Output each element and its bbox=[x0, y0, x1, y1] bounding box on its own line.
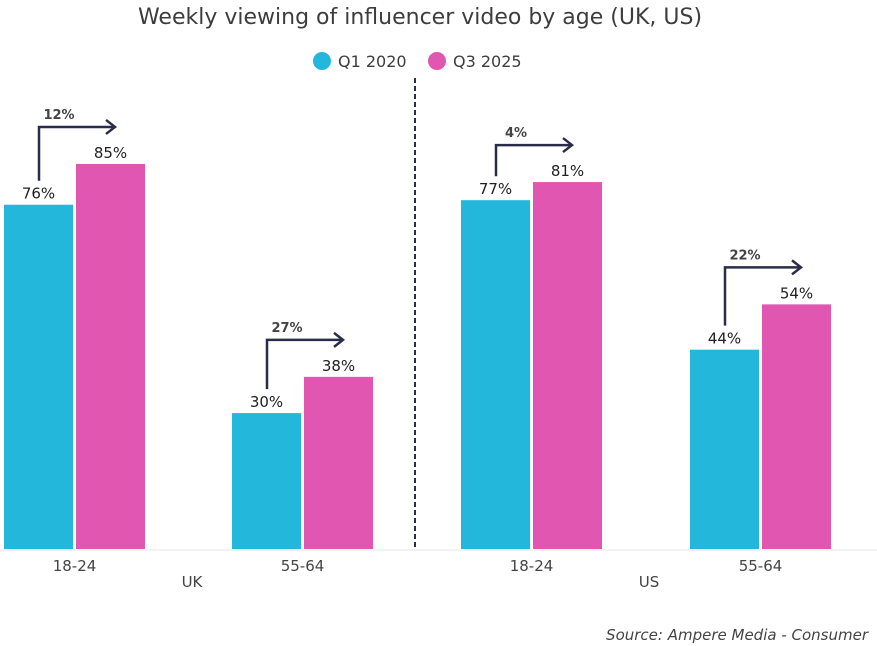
value-label-1-1: 38% bbox=[322, 357, 355, 375]
change-arrow-head-2 bbox=[562, 137, 575, 154]
chart-title: Weekly viewing of influencer video by ag… bbox=[138, 5, 702, 30]
bar-2-1 bbox=[533, 182, 602, 549]
value-label-2-1: 81% bbox=[551, 162, 584, 180]
change-arrows: 12% 27% 4% 22% bbox=[37, 108, 804, 390]
change-label-3: 22% bbox=[729, 248, 760, 263]
value-label-3-1: 54% bbox=[780, 284, 813, 302]
tick-label-2: 18-24 bbox=[510, 557, 554, 575]
value-label-2-0: 77% bbox=[479, 180, 512, 198]
legend-marker-0 bbox=[313, 52, 331, 70]
change-arrow-head-1 bbox=[333, 331, 346, 348]
change-arrow-line-3 bbox=[723, 266, 801, 326]
tick-label-0: 18-24 bbox=[53, 557, 97, 575]
source-note: Source: Ampere Media - Consumer bbox=[606, 626, 869, 644]
value-label-3-0: 44% bbox=[708, 330, 741, 348]
legend-label-0: Q1 2020 bbox=[338, 52, 407, 71]
tick-label-3: 55-64 bbox=[739, 557, 783, 575]
bars bbox=[4, 163, 831, 549]
bar-2-0 bbox=[461, 200, 530, 549]
bar-0-1 bbox=[76, 163, 145, 549]
tick-label-1: 55-64 bbox=[281, 557, 325, 575]
bar-0-0 bbox=[4, 204, 73, 549]
change-arrow-line-2 bbox=[494, 143, 572, 177]
legend: Q1 2020 Q3 2025 bbox=[313, 52, 522, 71]
change-label-1: 27% bbox=[271, 321, 302, 336]
change-arrow-head-3 bbox=[791, 259, 804, 276]
value-label-1-0: 30% bbox=[250, 393, 283, 411]
change-arrow-line-0 bbox=[37, 125, 115, 181]
change-label-2: 4% bbox=[505, 126, 527, 141]
x-axis: 18-24 55-64 18-24 55-64 UK US bbox=[0, 78, 877, 591]
bar-1-0 bbox=[232, 413, 301, 549]
bar-3-1 bbox=[762, 304, 831, 549]
group-label-us: US bbox=[639, 573, 660, 591]
change-arrow-head-0 bbox=[105, 118, 118, 135]
value-label-0-0: 76% bbox=[22, 185, 55, 203]
group-label-uk: UK bbox=[182, 573, 204, 591]
change-label-0: 12% bbox=[43, 108, 74, 123]
legend-label-1: Q3 2025 bbox=[453, 52, 522, 71]
bar-1-1 bbox=[304, 376, 373, 549]
change-arrow-line-1 bbox=[265, 338, 343, 390]
legend-marker-1 bbox=[428, 52, 446, 70]
bar-3-0 bbox=[690, 349, 759, 549]
value-label-0-1: 85% bbox=[94, 144, 127, 162]
value-labels: 76% 85% 30% 38% 77% 81% 44% 54% bbox=[22, 144, 813, 411]
